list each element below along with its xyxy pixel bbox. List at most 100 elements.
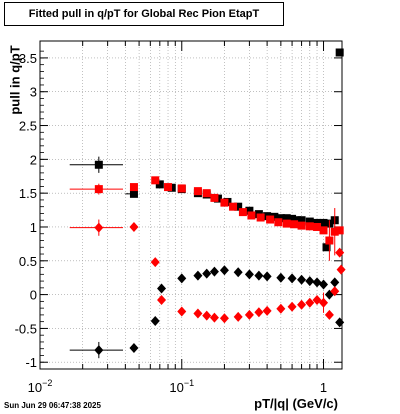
data-point-diamond [330, 277, 340, 288]
chart-title: Fitted pull in q/pT for Global Rec Pion … [28, 8, 260, 20]
data-point-square [335, 48, 344, 57]
data-point-square [94, 185, 103, 194]
data-point-square [234, 202, 243, 211]
y-tick-label: 3.5 [19, 51, 37, 66]
data-point-diamond [209, 266, 219, 277]
plot-frame [39, 40, 343, 370]
data-point-diamond [150, 257, 160, 268]
data-point-square [202, 189, 211, 198]
data-point-square [266, 215, 275, 224]
data-point-diamond [287, 273, 297, 284]
data-point-diamond [324, 309, 334, 320]
data-point-diamond [157, 283, 167, 294]
data-point-diamond [335, 317, 345, 328]
y-tick-label: 3 [30, 85, 37, 100]
timestamp: Sun Jun 29 06:47:38 2025 [4, 401, 101, 410]
data-point-diamond [177, 306, 187, 317]
data-point-square [288, 214, 297, 223]
y-tick-label: 2.5 [19, 119, 37, 134]
data-point-diamond [244, 269, 254, 280]
y-tick-label: -1 [25, 355, 37, 370]
series-1 [69, 176, 344, 261]
y-ticks: -1 -0.5 0 0.5 1 1.5 2 2.5 3 3.5 [15, 50, 342, 370]
data-point-diamond [129, 221, 139, 232]
data-point-diamond [287, 301, 297, 312]
data-point-diamond [244, 309, 254, 320]
y-tick-label: 0.5 [19, 254, 37, 269]
data-point-diamond [276, 303, 286, 314]
data-point-square [238, 208, 247, 217]
grid-lines [39, 41, 342, 369]
data-point-diamond [335, 247, 345, 258]
data-point-square [276, 214, 285, 223]
x-tick-label: 10−2 [28, 378, 53, 395]
data-point-diamond [312, 277, 322, 288]
data-point-diamond [209, 312, 219, 323]
y-tick-label: -0.5 [15, 321, 37, 336]
data-point-square [177, 184, 186, 193]
chart-title-box: Fitted pull in q/pT for Global Rec Pion … [4, 2, 284, 26]
y-tick-label: 1 [30, 220, 37, 235]
data-point-square [129, 183, 138, 192]
data-point-diamond [202, 310, 212, 321]
series-0 [69, 48, 344, 252]
y-axis-label-text: pull in q/pT [7, 45, 23, 115]
x-ticks: 10−2 10−1 1 [28, 41, 327, 395]
y-tick-label: 1.5 [19, 186, 37, 201]
data-point-square [256, 213, 265, 222]
data-point-square [274, 218, 283, 227]
data-point-diamond [262, 305, 272, 316]
data-point-square [270, 212, 279, 221]
data-point-square [247, 211, 256, 220]
data-point-square [210, 193, 219, 202]
data-point-square [282, 214, 291, 223]
series-2 [69, 265, 345, 359]
data-point-diamond [193, 308, 203, 319]
data-point-diamond [330, 286, 340, 297]
data-point-diamond [150, 315, 160, 326]
data-point-square [297, 216, 306, 225]
data-point-square [305, 222, 314, 231]
data-point-square [220, 198, 229, 207]
data-point-diamond [297, 274, 307, 285]
data-point-diamond [319, 279, 329, 290]
data-point-diamond [202, 268, 212, 279]
data-point-diamond [319, 297, 329, 308]
data-point-square [319, 218, 328, 227]
data-point-diamond [94, 345, 104, 356]
data-point-square [193, 187, 202, 196]
data-point-square [319, 226, 328, 235]
data-point-square [322, 243, 331, 252]
data-point-square [313, 222, 322, 231]
data-point-square [313, 218, 322, 227]
data-point-diamond [276, 272, 286, 283]
data-point-square [325, 236, 334, 245]
data-point-square [245, 206, 254, 215]
data-point-diamond [219, 313, 229, 324]
data-point-diamond [336, 264, 346, 275]
data-point-square [229, 202, 238, 211]
x-tick-label: 10−1 [169, 378, 194, 395]
data-point-square [335, 226, 344, 235]
series-3 [69, 219, 346, 324]
data-point-diamond [262, 271, 272, 282]
data-point-square [151, 176, 160, 185]
data-point-diamond [129, 343, 139, 354]
data-point-square [330, 227, 339, 236]
data-point-square [94, 160, 103, 169]
y-axis-label: pull in q/pT [7, 40, 23, 120]
data-point-diamond [233, 267, 243, 278]
data-point-diamond [254, 270, 264, 281]
data-point-diamond [94, 222, 104, 233]
data-point-diamond [157, 295, 167, 306]
data-point-diamond [254, 307, 264, 318]
x-tick-label: 1 [320, 380, 327, 395]
data-point-diamond [177, 273, 187, 284]
data-point-square [305, 217, 314, 226]
data-point-square [297, 221, 306, 230]
data-point-square [155, 180, 164, 189]
data-point-diamond [305, 297, 315, 308]
data-point-square [290, 220, 299, 229]
data-point-diamond [233, 311, 243, 322]
